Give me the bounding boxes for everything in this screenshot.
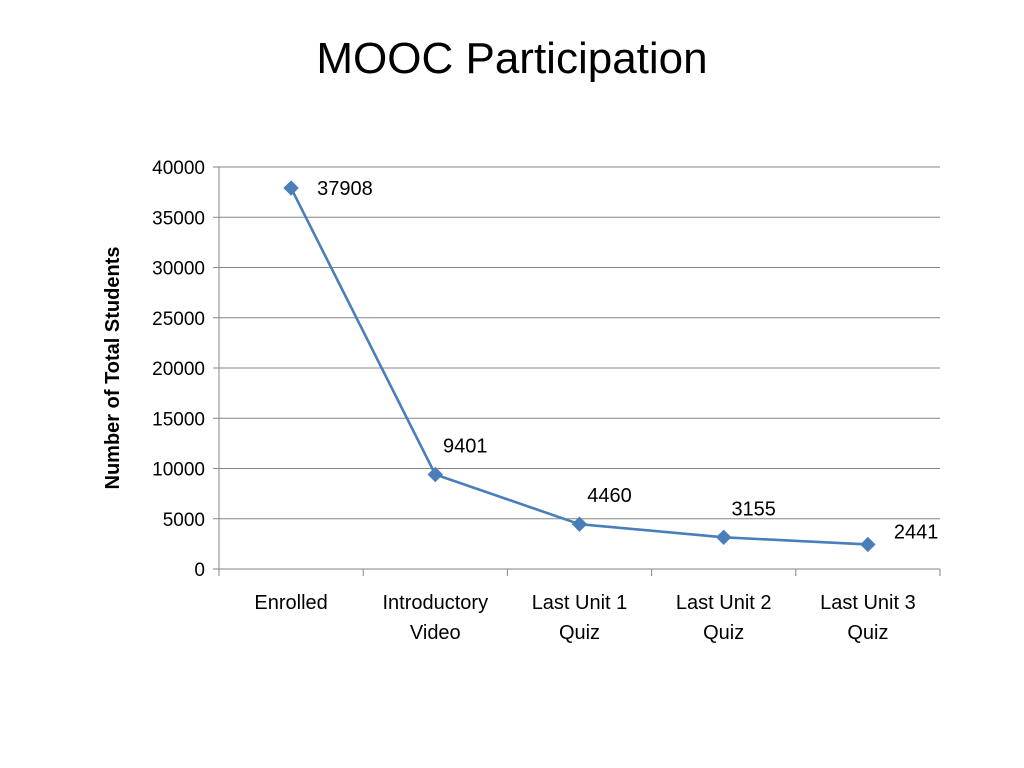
y-tick-labels: 0 5000 10000 15000 20000 25000 30000 35000 40000 — [152, 158, 205, 581]
data-point-marker — [715, 529, 732, 545]
x-tick-label: Last Unit 1 Quiz — [532, 592, 628, 644]
x-tick-label: Last Unit 2 Quiz — [676, 592, 772, 644]
y-tick-label: 25000 — [152, 309, 205, 330]
data-labels: 37908 9401 4460 3155 2441 — [317, 178, 938, 543]
data-label: 3155 — [731, 498, 776, 520]
y-tick-label: 5000 — [163, 510, 205, 531]
series-line-group — [289, 187, 868, 546]
data-point-marker — [571, 516, 588, 532]
marker-group — [283, 180, 876, 553]
y-tick-label: 40000 — [152, 158, 205, 179]
y-tick-label: 10000 — [152, 460, 205, 481]
data-label: 2441 — [894, 521, 939, 543]
y-tick-label: 35000 — [152, 208, 205, 229]
y-tick-label: 30000 — [152, 259, 205, 280]
data-label: 37908 — [317, 178, 373, 200]
y-axis-title: Number of Total Students — [102, 247, 124, 490]
x-tick-label: Introductory Video — [382, 592, 488, 644]
y-tick-label: 20000 — [152, 359, 205, 380]
data-point-marker — [427, 466, 444, 483]
data-label: 9401 — [443, 436, 488, 458]
data-point-marker — [283, 180, 299, 196]
gridlines — [219, 166, 940, 520]
chart-title: MOOC Participation — [316, 34, 708, 83]
x-tick-label: Enrolled — [254, 592, 327, 614]
data-label: 4460 — [587, 485, 632, 507]
axes — [213, 166, 941, 576]
x-tick-labels: Enrolled Introductory Video Last Unit 1 Quiz… — [254, 592, 915, 644]
x-tick-label: Last Unit 3 Quiz — [820, 592, 916, 644]
series-line — [289, 187, 868, 546]
data-point-marker — [860, 536, 876, 553]
y-tick-label: 15000 — [152, 409, 205, 430]
y-tick-label: 0 — [194, 560, 205, 581]
